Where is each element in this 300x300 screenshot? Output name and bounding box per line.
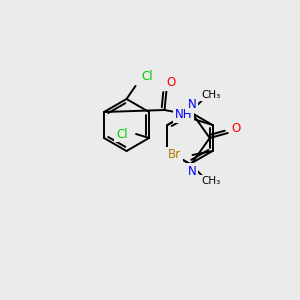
Text: NH: NH bbox=[175, 109, 192, 122]
Text: Br: Br bbox=[168, 148, 181, 161]
Text: O: O bbox=[166, 76, 175, 89]
Text: CH₃: CH₃ bbox=[201, 176, 220, 187]
Text: N: N bbox=[188, 165, 196, 178]
Text: Cl: Cl bbox=[142, 70, 153, 83]
Text: O: O bbox=[231, 122, 240, 136]
Text: N: N bbox=[188, 98, 196, 111]
Text: CH₃: CH₃ bbox=[201, 89, 220, 100]
Text: Cl: Cl bbox=[116, 128, 128, 140]
